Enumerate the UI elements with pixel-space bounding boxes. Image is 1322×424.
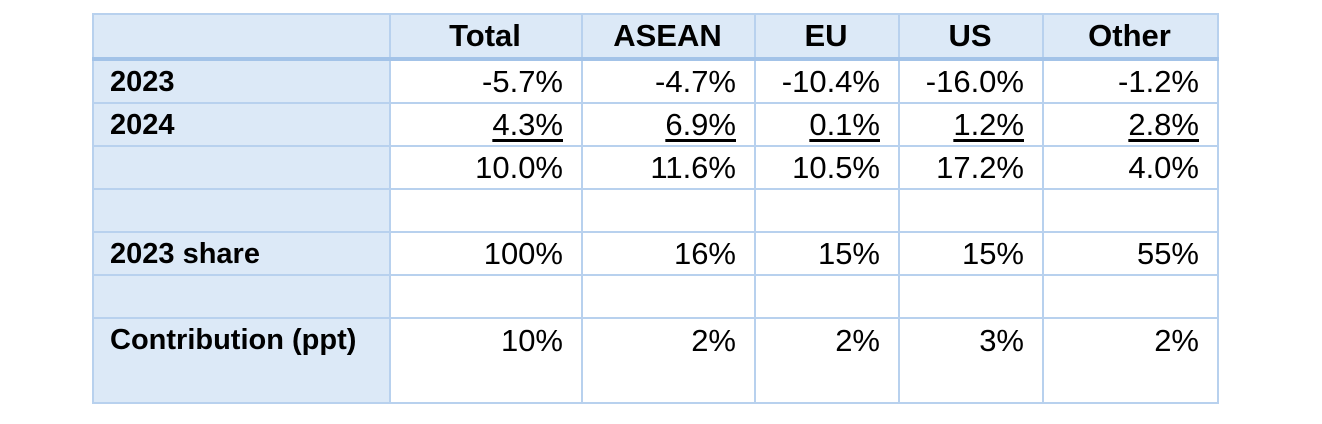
empty-cell <box>898 274 1044 319</box>
value-cell: 3% <box>898 317 1044 404</box>
cell-text: 2% <box>1154 323 1199 358</box>
cell-text: 17.2% <box>936 149 1024 185</box>
value-cell: 11.6% <box>581 145 756 190</box>
table-row: 2024 4.3% 6.9% 0.1% 1.2% 2.8% <box>92 102 1219 147</box>
value-cell: 10% <box>389 317 583 404</box>
empty-cell <box>581 188 756 233</box>
value-cell: 2% <box>581 317 756 404</box>
row-label: 2023 share <box>92 231 391 276</box>
table-row: 2023 -5.7% -4.7% -10.4% -16.0% -1.2% <box>92 58 1219 104</box>
cell-text: 10% <box>500 323 563 358</box>
table-row: 10.0% 11.6% 10.5% 17.2% 4.0% <box>92 145 1219 190</box>
row-label: 2024 <box>92 102 391 147</box>
value-cell: 55% <box>1042 231 1219 276</box>
value-cell: -10.4% <box>754 58 900 104</box>
empty-cell <box>898 188 1044 233</box>
column-header: US <box>898 13 1044 61</box>
value-cell: 4.3% <box>389 102 583 147</box>
cell-text: -5.7% <box>482 63 563 99</box>
value-cell: 2.8% <box>1042 102 1219 147</box>
cell-text: 55% <box>1136 235 1199 271</box>
cell-text: 100% <box>483 235 563 271</box>
cell-text: 2.8% <box>1128 106 1199 142</box>
empty-cell <box>754 274 900 319</box>
value-cell: 10.0% <box>389 145 583 190</box>
data-table: Total ASEAN EU US Other 2023 -5.7% -4.7% -1… <box>92 13 1219 404</box>
value-cell: -1.2% <box>1042 58 1219 104</box>
cell-text: -10.4% <box>781 63 880 99</box>
empty-cell <box>754 188 900 233</box>
row-label <box>92 188 391 233</box>
cell-text: 16% <box>673 235 736 271</box>
value-cell: 0.1% <box>754 102 900 147</box>
cell-text: -4.7% <box>655 63 736 99</box>
cell-text: 10.5% <box>792 149 880 185</box>
empty-cell <box>1042 274 1219 319</box>
empty-cell <box>581 274 756 319</box>
header-row: Total ASEAN EU US Other <box>92 13 1219 61</box>
value-cell: -4.7% <box>581 58 756 104</box>
row-label: Contribution (ppt) <box>92 317 391 404</box>
cell-text: 4.0% <box>1128 149 1199 185</box>
cell-text: 15% <box>817 235 880 271</box>
column-header: Other <box>1042 13 1219 61</box>
column-header: ASEAN <box>581 13 756 61</box>
cell-text: 10.0% <box>475 149 563 185</box>
cell-text: 1.2% <box>953 106 1024 142</box>
value-cell: 2% <box>1042 317 1219 404</box>
value-cell: 100% <box>389 231 583 276</box>
cell-text: 3% <box>979 323 1024 358</box>
corner-cell <box>92 13 391 61</box>
empty-row <box>92 188 1219 233</box>
cell-text: 6.9% <box>665 106 736 142</box>
empty-cell <box>389 188 583 233</box>
column-header: Total <box>389 13 583 61</box>
value-cell: -16.0% <box>898 58 1044 104</box>
table-row: Contribution (ppt) 10% 2% 2% 3% 2% <box>92 317 1219 404</box>
value-cell: 6.9% <box>581 102 756 147</box>
row-label <box>92 274 391 319</box>
value-cell: 2% <box>754 317 900 404</box>
value-cell: 15% <box>898 231 1044 276</box>
value-cell: 4.0% <box>1042 145 1219 190</box>
row-label: 2023 <box>92 58 391 104</box>
empty-cell <box>389 274 583 319</box>
cell-text: 2% <box>691 323 736 358</box>
value-cell: 17.2% <box>898 145 1044 190</box>
column-header: EU <box>754 13 900 61</box>
empty-cell <box>1042 188 1219 233</box>
cell-text: -1.2% <box>1118 63 1199 99</box>
table-row: 2023 share 100% 16% 15% 15% 55% <box>92 231 1219 276</box>
cell-text: -16.0% <box>925 63 1024 99</box>
cell-text: 15% <box>961 235 1024 271</box>
empty-row <box>92 274 1219 319</box>
cell-text: 0.1% <box>809 106 880 142</box>
value-cell: 16% <box>581 231 756 276</box>
cell-text: 4.3% <box>492 106 563 142</box>
value-cell: 15% <box>754 231 900 276</box>
value-cell: 10.5% <box>754 145 900 190</box>
value-cell: -5.7% <box>389 58 583 104</box>
cell-text: 11.6% <box>650 149 736 185</box>
table-body: 2023 -5.7% -4.7% -10.4% -16.0% -1.2% 2024 4.3% 6… <box>92 58 1219 404</box>
value-cell: 1.2% <box>898 102 1044 147</box>
row-label <box>92 145 391 190</box>
cell-text: 2% <box>835 323 880 358</box>
